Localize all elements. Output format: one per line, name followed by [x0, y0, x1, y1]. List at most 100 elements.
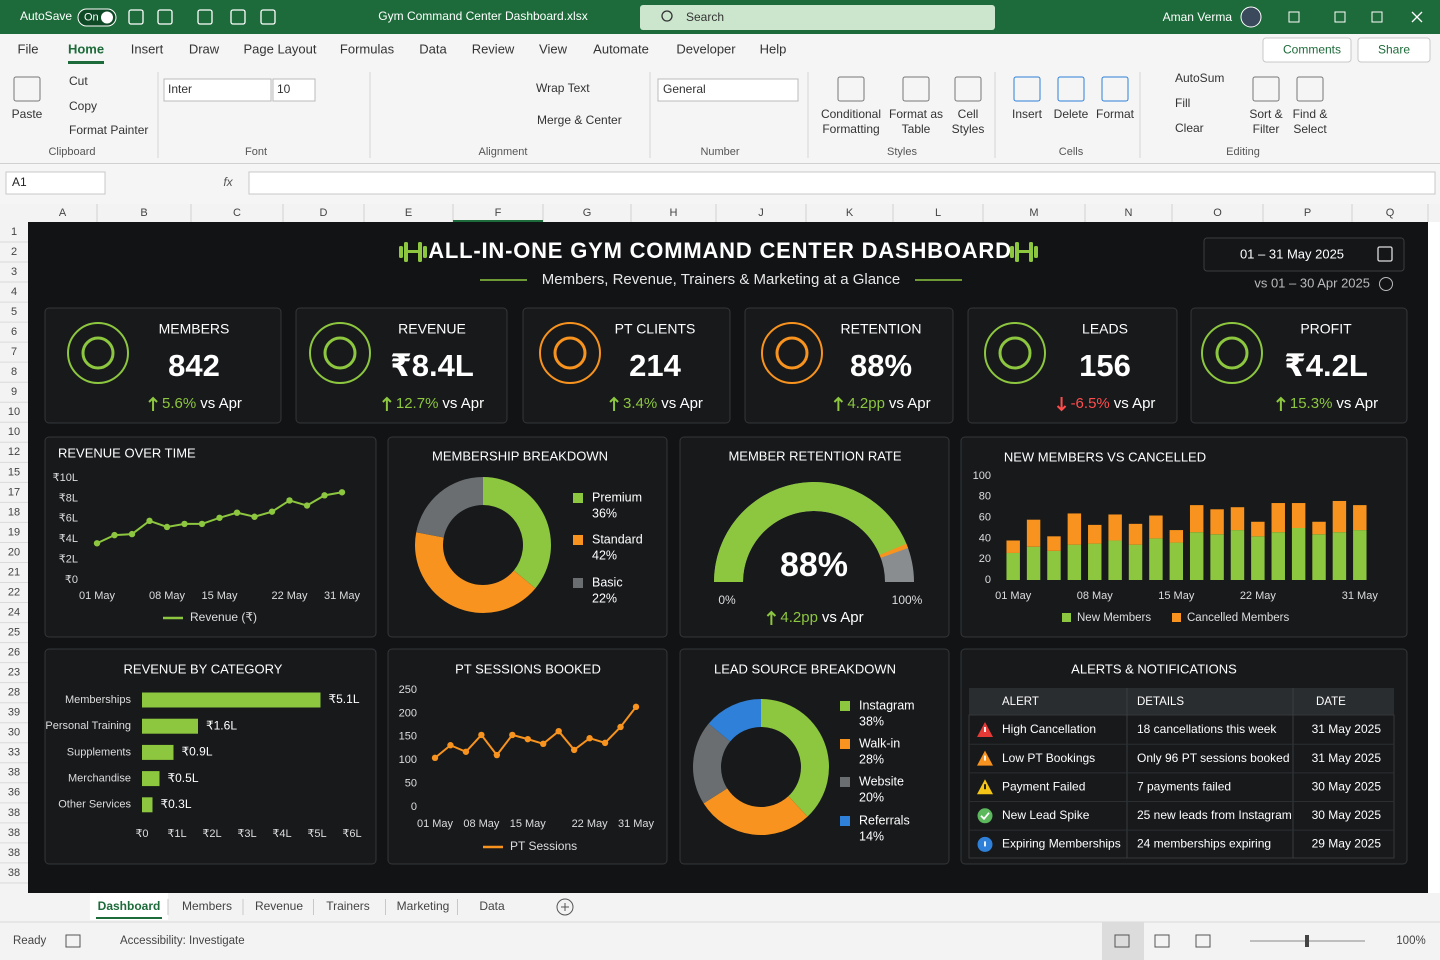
panel	[967, 307, 1178, 424]
comments-button-label[interactable]: Comments	[1283, 43, 1341, 57]
ribbon-command[interactable]: Format Painter	[69, 123, 148, 137]
ribbon-tab[interactable]: Page Layout	[243, 41, 316, 56]
row-header: 22	[8, 586, 20, 598]
formula-input	[248, 171, 1436, 195]
ribbon-tab[interactable]: Draw	[189, 41, 220, 56]
y-tick-label: ₹10L	[53, 472, 78, 484]
ribbon-command[interactable]: Styles	[952, 122, 985, 136]
search-icon	[661, 10, 673, 22]
kpi-change-line: 5.6% vs Apr	[162, 395, 242, 412]
sheet-tab[interactable]: Dashboard	[98, 899, 161, 913]
ribbon-command[interactable]: Cell	[958, 107, 979, 121]
bar-segment	[1169, 530, 1184, 543]
ribbon-tab[interactable]: Help	[760, 41, 787, 56]
line-point	[509, 731, 516, 739]
window-control	[1371, 11, 1383, 23]
ribbon-tab[interactable]: Home	[68, 41, 104, 56]
ribbon-command[interactable]: Format as	[889, 107, 943, 121]
row-header: 19	[8, 526, 20, 538]
bar-segment	[1026, 519, 1041, 547]
ribbon-command[interactable]: General	[663, 82, 706, 96]
y-tick-label: ₹0	[65, 574, 78, 586]
column-header: H	[670, 207, 678, 219]
x-tick-label: ₹1L	[167, 828, 186, 840]
row-header: 1	[11, 226, 17, 238]
x-tick-label: 01 May	[79, 590, 116, 602]
ribbon-command[interactable]: Copy	[69, 99, 97, 113]
ribbon-command[interactable]: Sort &	[1249, 107, 1282, 121]
slice-value-label: 36%	[592, 506, 617, 520]
ribbon-tab[interactable]: File	[18, 41, 39, 56]
ribbon-command[interactable]: 10	[277, 82, 291, 96]
sheet-tab[interactable]: Data	[479, 899, 505, 913]
bar-segment	[1251, 536, 1265, 580]
row-header: 8	[11, 366, 17, 378]
kpi-change-line: 3.4% vs Apr	[623, 395, 703, 412]
x-tick-label: 15 May	[510, 818, 547, 830]
ribbon-command[interactable]: Fill	[1175, 96, 1190, 110]
column-header-bg	[0, 204, 1440, 222]
x-tick-label: ₹5L	[307, 828, 326, 840]
share-button-label[interactable]: Share	[1378, 43, 1410, 57]
ribbon-tab[interactable]: Automate	[593, 41, 649, 56]
ribbon-tab[interactable]: Developer	[676, 41, 736, 56]
bar-segment	[1108, 514, 1122, 541]
ribbon-command[interactable]: Clear	[1175, 121, 1204, 135]
gauge-accent	[879, 543, 909, 558]
accessibility-status[interactable]: Accessibility: Investigate	[120, 935, 245, 947]
gauge-tick-label: 0%	[718, 593, 736, 607]
kpi-label: LEADS	[1082, 321, 1128, 337]
ribbon-command[interactable]: Insert	[1012, 107, 1043, 121]
ribbon-command[interactable]: AutoSum	[1175, 71, 1224, 85]
add-sheet-button[interactable]	[556, 898, 574, 916]
ribbon-command[interactable]: Delete	[1054, 107, 1089, 121]
column-header: A	[59, 207, 67, 219]
ribbon-command[interactable]: Paste	[12, 107, 43, 121]
kpi-icon-ring	[67, 322, 129, 384]
ribbon-command[interactable]: Wrap Text	[536, 81, 590, 95]
kpi-change: 3.4%	[623, 395, 657, 412]
ribbon-command[interactable]: Filter	[1253, 122, 1280, 136]
chart-title: MEMBERSHIP BREAKDOWN	[432, 448, 608, 463]
sheet-tab[interactable]: Revenue	[255, 899, 303, 913]
ribbon-group-label: Editing	[1226, 146, 1260, 158]
sheet-tab[interactable]: Members	[182, 899, 232, 913]
kpi-compare: vs Apr	[442, 395, 484, 412]
bar-segment	[1088, 543, 1102, 580]
bar-segment	[1291, 528, 1306, 580]
kpi-change: -6.5%	[1071, 395, 1110, 412]
bar	[142, 797, 153, 813]
ribbon-icon	[1013, 76, 1041, 102]
ribbon-tab[interactable]: Formulas	[340, 41, 395, 56]
bar-segment	[1067, 513, 1082, 545]
ribbon-icon	[837, 76, 865, 102]
row-header: 23	[8, 667, 20, 679]
ribbon-command[interactable]: Conditional	[821, 107, 881, 121]
ribbon-tab[interactable]: View	[539, 41, 568, 56]
sheet-tab[interactable]: Marketing	[397, 899, 450, 913]
ribbon-command[interactable]: Find &	[1293, 107, 1328, 121]
panel	[387, 648, 668, 865]
kpi-icon	[323, 336, 357, 370]
ribbon-command[interactable]: Merge & Center	[537, 113, 622, 127]
ribbon-command[interactable]: Inter	[168, 82, 192, 96]
qat-icon	[128, 9, 144, 25]
ribbon-command[interactable]: Formatting	[822, 122, 879, 136]
ribbon-command[interactable]: Format	[1096, 107, 1135, 121]
panel	[679, 436, 950, 638]
ribbon-command[interactable]: Cut	[69, 74, 88, 88]
sheet-tab[interactable]: Trainers	[326, 899, 370, 913]
barbell-icon	[399, 246, 403, 258]
legend-label: Instagram	[859, 698, 915, 712]
legend-label: Walk-in	[859, 736, 900, 750]
date-range[interactable]: 01 – 31 May 2025	[1240, 246, 1344, 261]
bar-segment	[1047, 536, 1061, 551]
ribbon-command[interactable]: Table	[902, 122, 931, 136]
column-header: E	[405, 207, 412, 219]
ribbon-tab[interactable]: Insert	[131, 41, 164, 56]
ribbon-tab[interactable]: Data	[419, 41, 447, 56]
ribbon-command[interactable]: Select	[1293, 122, 1327, 136]
ribbon-tab[interactable]: Review	[472, 41, 515, 56]
line-point	[251, 513, 258, 520]
donut-slice	[708, 699, 761, 742]
